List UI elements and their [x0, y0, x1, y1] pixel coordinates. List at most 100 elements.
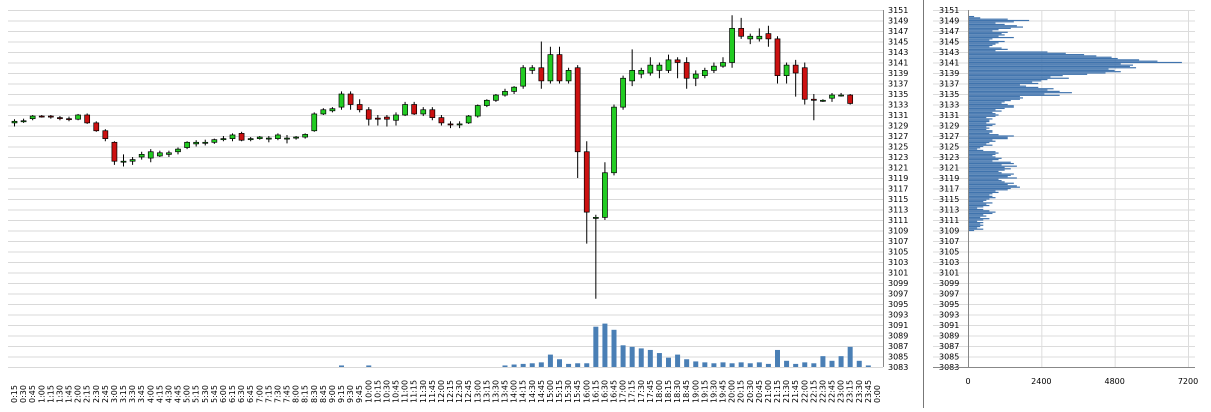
candle-body	[275, 134, 281, 139]
candle-body	[729, 28, 735, 63]
candle-body	[583, 151, 590, 213]
profile-bar	[968, 157, 1002, 159]
candle-body	[592, 217, 599, 219]
profile-bar	[968, 215, 987, 217]
time-tick-label: 22:15	[809, 380, 818, 403]
time-tick-label: 9:00	[328, 385, 337, 403]
profile-price-tick-label: 3149	[939, 17, 959, 26]
candle-body	[147, 151, 154, 159]
candle-body	[493, 94, 499, 101]
price-tick-label: 3089	[888, 332, 908, 341]
volume-bar	[593, 326, 599, 367]
time-tick-label: 7:00	[255, 385, 264, 403]
profile-bar	[968, 155, 993, 157]
time-tick-label: 2:00	[74, 385, 83, 403]
profile-price-tick-label: 3091	[939, 321, 959, 330]
profile-price-tick-label: 3101	[939, 269, 959, 278]
profile-bar	[968, 178, 999, 180]
profile-bar	[968, 81, 1033, 83]
profile-bar	[968, 164, 1002, 166]
profile-bar	[968, 46, 990, 48]
profile-volume-tick-label: 2400	[1031, 377, 1051, 386]
profile-bar	[968, 191, 999, 194]
volume-bar	[702, 362, 708, 367]
profile-bar	[968, 102, 1002, 104]
profile-bar	[968, 19, 1030, 22]
candle-body	[329, 108, 336, 112]
candle-body	[302, 134, 309, 138]
price-tick-label: 3133	[888, 101, 908, 110]
profile-bar	[968, 223, 981, 225]
profile-bar	[968, 75, 1063, 77]
profile-bar	[968, 22, 996, 24]
time-tick-label: 3:00	[110, 385, 119, 403]
profile-price-tick-label: 3107	[939, 237, 959, 246]
profile-bar	[968, 84, 1020, 86]
time-tick-label: 6:30	[237, 385, 246, 403]
profile-bar	[968, 165, 1017, 167]
candle-body	[284, 137, 290, 140]
profile-bar	[968, 89, 1048, 91]
candle-body	[565, 70, 572, 82]
profile-bar	[968, 198, 990, 200]
candle-body	[465, 115, 472, 124]
profile-bar	[968, 218, 990, 220]
profile-bar	[968, 21, 1014, 23]
time-tick-label: 15:45	[573, 380, 582, 403]
profile-bar	[968, 141, 990, 144]
candle-body	[347, 93, 354, 105]
time-tick-label: 3:15	[119, 385, 128, 403]
candle-body	[692, 73, 699, 79]
profile-bar	[968, 18, 1008, 20]
profile-bar	[968, 174, 1011, 176]
candle-body	[438, 117, 445, 124]
profile-bar	[968, 227, 978, 229]
profile-bar	[968, 135, 1014, 137]
profile-bar	[968, 153, 996, 155]
price-chart-gridlines	[8, 10, 883, 368]
profile-bar	[968, 85, 1027, 87]
time-tick-label: 5:45	[210, 385, 219, 403]
time-tick-label: 17:45	[646, 380, 655, 403]
volume-bar	[629, 346, 635, 367]
profile-bar	[968, 156, 996, 158]
price-tick-label: 3119	[888, 174, 908, 183]
profile-bar	[968, 144, 993, 146]
volume-bar	[720, 362, 726, 367]
profile-bar	[968, 114, 999, 116]
profile-bar	[968, 33, 1002, 35]
profile-price-tick-label: 3115	[939, 195, 959, 204]
profile-bar	[968, 60, 1158, 62]
price-tick-label: 3127	[888, 132, 908, 141]
profile-bar	[968, 211, 996, 213]
volume-bar	[856, 360, 862, 367]
price-tick-label: 3131	[888, 111, 908, 120]
volume-bar	[847, 346, 853, 367]
profile-bar	[968, 111, 993, 113]
volume-bar	[656, 353, 662, 367]
candle-body	[656, 64, 663, 71]
candle-body	[665, 59, 672, 71]
time-tick-label: 4:00	[146, 385, 155, 403]
profile-bar	[968, 101, 1005, 103]
profile-bar	[968, 220, 978, 222]
profile-bar	[968, 187, 1011, 190]
profile-bar	[968, 214, 984, 216]
candle-body	[511, 86, 517, 92]
profile-price-tick-label: 3137	[939, 80, 959, 89]
price-tick-label: 3103	[888, 258, 908, 267]
candle-body	[792, 64, 799, 74]
time-tick-label: 23:30	[855, 380, 864, 403]
profile-bar	[968, 130, 993, 132]
time-tick-label: 17:00	[619, 380, 628, 403]
profile-price-tick-label: 3129	[939, 122, 959, 131]
price-tick-label: 3115	[888, 195, 908, 204]
volume-bar	[638, 348, 644, 367]
candle-body	[247, 138, 254, 141]
profile-bar	[968, 122, 987, 124]
volume-bar	[366, 365, 372, 367]
candle-body	[184, 141, 190, 148]
candle-body	[11, 120, 18, 124]
time-tick-label: 21:00	[764, 380, 773, 403]
